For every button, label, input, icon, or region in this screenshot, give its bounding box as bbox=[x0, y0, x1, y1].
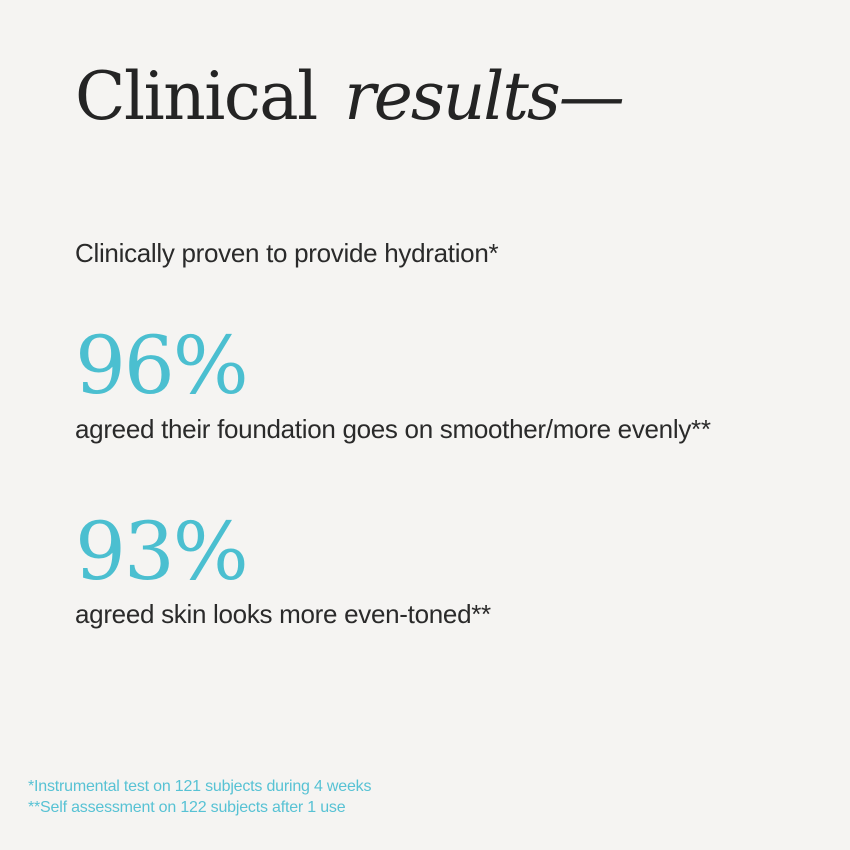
stat-label-hydration-smoothness: agreed their foundation goes on smoother… bbox=[75, 414, 711, 444]
intro-text: Clinically proven to provide hydration* bbox=[75, 238, 499, 268]
page-title: Clinical results— bbox=[75, 62, 625, 131]
page-title-italic: results— bbox=[344, 58, 624, 135]
stat-value-hydration-smoothness: 96% bbox=[75, 319, 249, 412]
page-title-regular: Clinical bbox=[75, 58, 318, 135]
stat-label-even-tone: agreed skin looks more even-toned** bbox=[75, 599, 491, 629]
footnote-instrumental-test: *Instrumental test on 121 subjects durin… bbox=[28, 778, 372, 795]
stat-value-even-tone: 93% bbox=[75, 505, 249, 598]
footnotes: *Instrumental test on 121 subjects durin… bbox=[28, 776, 371, 818]
footnote-self-assessment: **Self assessment on 122 subjects after … bbox=[28, 799, 346, 816]
